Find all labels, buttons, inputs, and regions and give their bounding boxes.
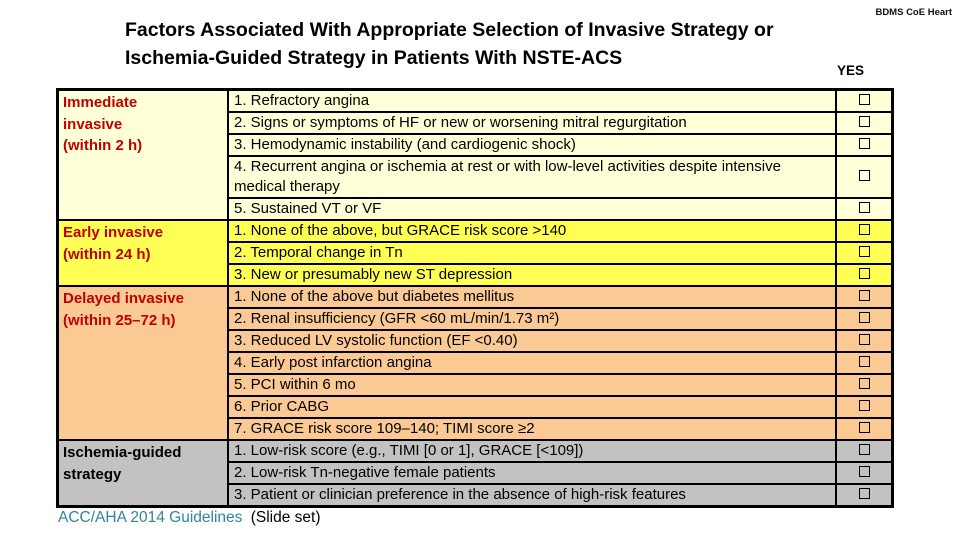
table-row: 5. PCI within 6 mo [58,373,894,397]
yes-cell [835,263,894,287]
yes-column-header: YES [836,63,864,78]
table-row: 3. Hemodynamic instability (and cardioge… [58,133,894,157]
yes-cell [835,133,894,157]
criterion-text: 3. Hemodynamic instability (and cardioge… [227,133,837,157]
table-row: 6. Prior CABG [58,395,894,419]
yes-checkbox[interactable] [858,422,870,433]
criterion-text: 7. GRACE risk score 109–140; TIMI score … [227,417,837,441]
yes-cell [835,155,894,199]
yes-checkbox[interactable] [858,378,870,389]
table-row: 4. Recurrent angina or ischemia at rest … [58,155,894,199]
table-row: 3. New or presumably new ST depression [58,263,894,287]
criterion-text: 4. Early post infarction angina [227,351,837,375]
yes-cell [835,461,894,485]
criterion-text: 1. Low-risk score (e.g., TIMI [0 or 1], … [227,439,837,463]
table-row: Early invasive (within 24 h) 1. None of … [56,219,894,287]
yes-checkbox[interactable] [858,268,870,279]
yes-cell [835,111,894,135]
yes-cell [835,88,894,113]
yes-cell [835,241,894,265]
yes-cell [835,395,894,419]
yes-checkbox[interactable] [858,466,870,477]
yes-checkbox[interactable] [858,312,870,323]
table-row: Delayed invasive (within 25–72 h) 1. Non… [56,285,894,441]
category-label-line: Early invasive [63,224,164,241]
yes-checkbox[interactable] [858,224,870,235]
category-cell-delayed-invasive: Delayed invasive (within 25–72 h) [56,285,229,441]
category-cell-early-invasive: Early invasive (within 24 h) [56,219,229,287]
table-row: 3. Patient or clinician preference in th… [58,483,894,508]
strategy-table: Immediate invasive (within 2 h) 1. Refra… [56,88,894,508]
criterion-text: 4. Recurrent angina or ischemia at rest … [227,155,837,199]
yes-checkbox[interactable] [858,334,870,345]
page-title-line1: Factors Associated With Appropriate Sele… [125,19,774,41]
page-title: Factors Associated With Appropriate Sele… [125,16,845,72]
yes-cell [835,439,894,463]
criterion-text: 1. Refractory angina [227,88,837,113]
yes-checkbox[interactable] [858,444,870,455]
category-label-line: (within 24 h) [63,245,151,263]
criterion-text: 3. Patient or clinician preference in th… [227,483,837,508]
table-row: 2. Temporal change in Tn [58,241,894,265]
yes-cell [835,307,894,331]
table-row: 3. Reduced LV systolic function (EF <0.4… [58,329,894,353]
category-label-line: (within 25–72 h) [63,311,176,329]
yes-cell [835,351,894,375]
yes-checkbox[interactable] [858,290,870,301]
yes-cell [835,483,894,508]
category-label-line: Ischemia-guided [63,444,182,461]
table-row: Ischemia-guided strategy 1. Low-risk sco… [56,439,894,508]
criterion-text: 3. New or presumably new ST depression [227,263,837,287]
table-row: 2. Signs or symptoms of HF or new or wor… [58,111,894,135]
footer-citation: ACC/AHA 2014 Guidelines (Slide set) [58,509,320,527]
category-label-line: invasive [63,115,123,133]
table-row: 7. GRACE risk score 109–140; TIMI score … [58,417,894,441]
category-label-line: (within 2 h) [63,137,143,154]
criterion-text: 1. None of the above, but GRACE risk sco… [227,219,837,243]
category-label-line: Delayed invasive [63,290,184,307]
criterion-text: 5. PCI within 6 mo [227,373,837,397]
table-row: 4. Early post infarction angina [58,351,894,375]
yes-cell [835,285,894,309]
table-row: 5. Sustained VT or VF [58,197,894,221]
category-cell-immediate-invasive: Immediate invasive (within 2 h) [56,88,229,221]
page-title-line2: Ischemia-Guided Strategy in Patients Wit… [125,47,623,69]
yes-checkbox[interactable] [858,202,870,213]
yes-cell [835,417,894,441]
yes-cell [835,197,894,221]
yes-cell [835,219,894,243]
guidelines-link[interactable]: ACC/AHA 2014 Guidelines [58,509,243,526]
yes-checkbox[interactable] [858,488,870,499]
yes-checkbox[interactable] [858,94,870,105]
yes-checkbox[interactable] [858,170,870,181]
category-label-line: strategy [63,465,122,483]
criterion-text: 6. Prior CABG [227,395,837,419]
criterion-text: 2. Temporal change in Tn [227,241,837,265]
criterion-text: 2. Low-risk Tn-negative female patients [227,461,837,485]
yes-checkbox[interactable] [858,356,870,367]
category-label-line: Immediate [63,94,138,111]
yes-cell [835,373,894,397]
yes-cell [835,329,894,353]
watermark-text: BDMS CoE Heart [875,7,952,18]
criterion-text: 1. None of the above but diabetes mellit… [227,285,837,309]
category-cell-ischemia-guided: Ischemia-guided strategy [56,439,229,508]
yes-checkbox[interactable] [858,138,870,149]
table-row: 2. Low-risk Tn-negative female patients [58,461,894,485]
yes-checkbox[interactable] [858,246,870,257]
criterion-text: 2. Renal insufficiency (GFR <60 mL/min/1… [227,307,837,331]
yes-checkbox[interactable] [858,400,870,411]
criterion-text: 5. Sustained VT or VF [227,197,837,221]
table-row: Immediate invasive (within 2 h) 1. Refra… [56,88,894,221]
table-row: 2. Renal insufficiency (GFR <60 mL/min/1… [58,307,894,331]
criterion-text: 2. Signs or symptoms of HF or new or wor… [227,111,837,135]
criterion-text: 3. Reduced LV systolic function (EF <0.4… [227,329,837,353]
yes-checkbox[interactable] [858,116,870,127]
footer-suffix: (Slide set) [250,509,321,526]
